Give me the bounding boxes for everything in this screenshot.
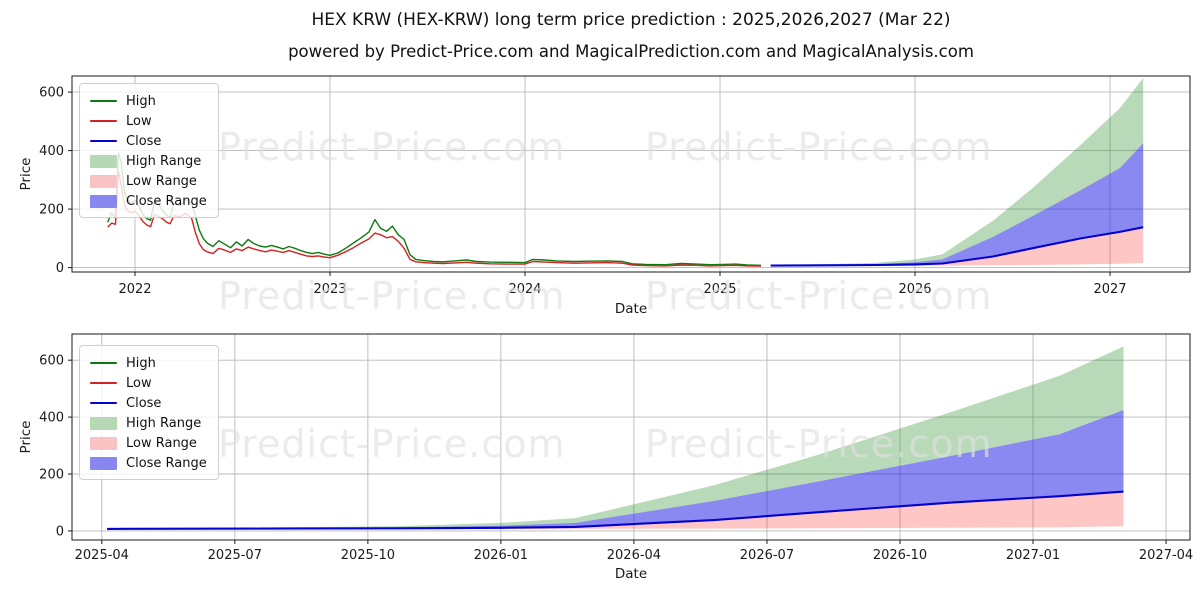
legend-label: Low Range — [126, 435, 197, 451]
x-tick-label: 2027-01 — [1006, 548, 1060, 563]
x-tick-label: 2026-04 — [607, 548, 661, 563]
plot-border — [71, 75, 1191, 273]
legend-item-high: High — [90, 91, 207, 111]
x-tick-label: 2024 — [508, 282, 541, 297]
y-tick-label: 400 — [39, 411, 64, 426]
legend-swatch — [90, 401, 117, 405]
x-axis-label-bottom: Date — [614, 566, 648, 582]
legend-top-chart: High Low Close High Range Low Range Close Ran… — [79, 83, 219, 218]
page-subtitle: powered by Predict-Price.com and Magical… — [288, 42, 974, 61]
legend-label: Close Range — [126, 193, 207, 209]
legend-item-low: Low — [90, 111, 207, 131]
x-axis-label-top: Date — [614, 301, 648, 317]
x-tick-label: 2026 — [898, 282, 931, 297]
legend-label: High Range — [126, 415, 202, 431]
legend-swatch — [90, 456, 117, 470]
legend-swatch — [90, 436, 117, 450]
legend-swatch — [90, 194, 117, 208]
legend-item-low-range: Low Range — [90, 171, 207, 191]
x-tick-label: 2025-04 — [75, 548, 129, 563]
plot-border — [71, 333, 1191, 541]
x-tick-label: 2026-10 — [873, 548, 927, 563]
close-line — [770, 226, 1144, 267]
chart-prediction-zoom: 2025-04 2025-07 2025-10 2026-01 2026-04 2026-… — [39, 333, 1193, 563]
grid — [72, 76, 1190, 272]
axis-ticks: 2025-04 2025-07 2025-10 2026-01 2026-04 2026-… — [39, 354, 1193, 563]
legend-swatch — [90, 174, 117, 188]
x-tick-label: 2026-07 — [740, 548, 794, 563]
close-range-area — [107, 410, 1124, 529]
y-tick-label: 0 — [56, 524, 64, 539]
legend-item-low-range: Low Range — [90, 433, 207, 453]
legend-label: High — [126, 93, 156, 109]
legend-swatch — [90, 119, 117, 123]
y-tick-label: 200 — [39, 467, 64, 482]
legend-swatch — [90, 154, 117, 168]
legend-label: High — [126, 355, 156, 371]
y-tick-label: 0 — [56, 261, 64, 276]
legend-item-high-range: High Range — [90, 151, 207, 171]
legend-label: Low — [126, 375, 152, 391]
legend-label: Close — [126, 133, 162, 149]
legend-item-close: Close — [90, 131, 207, 151]
axis-ticks: 2022 2023 2024 2025 2026 2027 0 200 400 600 — [39, 86, 1126, 297]
legend-bottom-chart: High Low Close High Range Low Range Close Ran… — [79, 345, 219, 480]
legend-label: Low Range — [126, 173, 197, 189]
x-tick-label: 2025 — [703, 282, 736, 297]
legend-item-close: Close — [90, 393, 207, 413]
y-axis-label-top: Price — [18, 157, 34, 191]
legend-swatch — [90, 381, 117, 385]
page-title: HEX KRW (HEX-KRW) long term price predic… — [311, 10, 951, 30]
x-tick-label: 2027 — [1093, 282, 1126, 297]
x-tick-label: 2023 — [313, 282, 346, 297]
legend-item-high: High — [90, 353, 207, 373]
close-range-area — [770, 143, 1144, 266]
x-tick-label: 2022 — [118, 282, 151, 297]
legend-swatch — [90, 139, 117, 143]
legend-swatch — [90, 361, 117, 365]
legend-label: Close — [126, 395, 162, 411]
high-range-area — [107, 346, 1124, 529]
legend-label: Close Range — [126, 455, 207, 471]
low-range-area — [107, 491, 1124, 530]
x-tick-label: 2025-07 — [208, 548, 262, 563]
legend-item-close-range: Close Range — [90, 453, 207, 473]
legend-item-close-range: Close Range — [90, 191, 207, 211]
y-tick-label: 200 — [39, 203, 64, 218]
x-tick-label: 2025-10 — [341, 548, 395, 563]
legend-item-low: Low — [90, 373, 207, 393]
high-range-area — [770, 78, 1144, 266]
legend-item-high-range: High Range — [90, 413, 207, 433]
legend-swatch — [90, 416, 117, 430]
x-tick-label: 2026-01 — [474, 548, 528, 563]
x-tick-label: 2027-04 — [1139, 548, 1193, 563]
y-axis-label-bottom: Price — [18, 420, 34, 454]
legend-label: High Range — [126, 153, 202, 169]
close-line — [107, 490, 1124, 530]
y-tick-label: 600 — [39, 86, 64, 101]
legend-label: Low — [126, 113, 152, 129]
low-range-area — [770, 227, 1144, 267]
y-tick-label: 600 — [39, 354, 64, 369]
y-tick-label: 400 — [39, 144, 64, 159]
legend-swatch — [90, 99, 117, 103]
